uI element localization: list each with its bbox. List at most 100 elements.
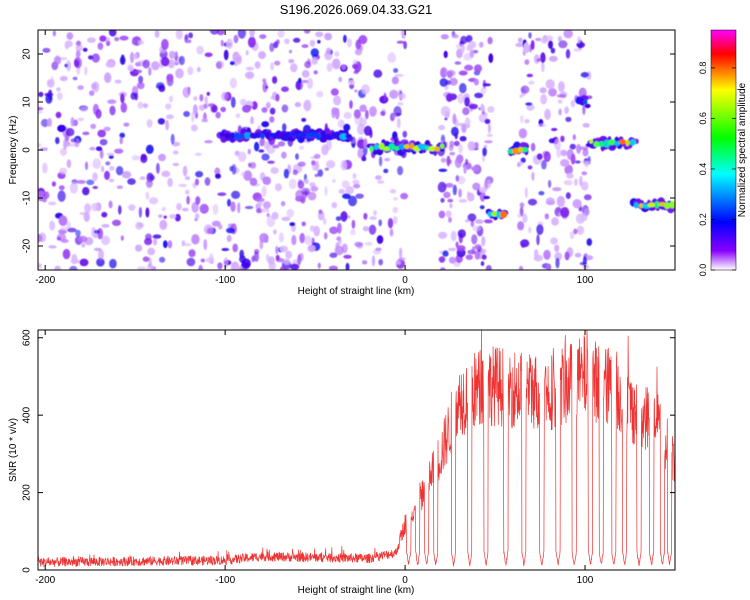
heatmap-noise-blob <box>230 261 240 270</box>
heatmap-noise-blob <box>186 39 192 44</box>
heatmap-noise-blob <box>289 49 292 54</box>
heatmap-noise-blob <box>317 39 321 44</box>
heatmap-band-core <box>230 132 235 140</box>
heatmap-noise-blob <box>157 118 165 125</box>
heatmap-x-label: Height of straight line (km) <box>298 286 415 297</box>
heatmap-noise-blob <box>96 258 105 267</box>
heatmap-noise-blob <box>188 249 196 258</box>
heatmap-noise-blob <box>70 116 75 127</box>
heatmap-noise-blob <box>152 234 162 239</box>
heatmap-noise-blob <box>249 30 255 38</box>
heatmap-band-core <box>614 141 621 146</box>
x-tick-label: 100 <box>577 575 594 586</box>
heatmap-noise-blob <box>323 217 327 225</box>
heatmap-noise-blob <box>481 236 486 247</box>
heatmap-noise-blob <box>149 174 155 181</box>
heatmap-noise-blob <box>378 259 384 266</box>
heatmap-noise-blob <box>364 242 373 246</box>
heatmap-noise-blob <box>352 173 357 179</box>
heatmap-noise-blob <box>70 138 77 143</box>
heatmap-noise-blob <box>146 119 153 128</box>
heatmap-noise-blob <box>452 184 457 196</box>
heatmap-noise-blob <box>482 248 487 254</box>
heatmap-noise-blob <box>402 130 408 138</box>
heatmap-noise-blob <box>183 243 192 247</box>
heatmap-noise-blob <box>99 139 108 146</box>
heatmap-noise-blob <box>351 219 356 229</box>
x-tick-label: 0 <box>402 575 408 586</box>
heatmap-noise-blob <box>311 160 316 166</box>
heatmap-noise-blob <box>71 253 78 265</box>
heatmap-noise-blob <box>325 160 336 169</box>
heatmap-noise-blob <box>66 159 72 169</box>
heatmap-noise-blob <box>133 53 139 60</box>
heatmap-band-core <box>598 141 605 147</box>
heatmap-noise-blob <box>275 183 282 192</box>
heatmap-noise-blob <box>363 125 372 136</box>
heatmap-noise-blob <box>206 227 214 234</box>
heatmap-noise-blob <box>97 42 104 50</box>
heatmap-noise-blob <box>343 123 351 132</box>
heatmap-noise-blob <box>329 252 338 258</box>
heatmap-noise-blob <box>331 107 340 115</box>
heatmap-noise-blob <box>135 244 143 252</box>
heatmap-noise-blob <box>467 141 476 151</box>
heatmap-noise-blob <box>284 38 290 45</box>
heatmap-noise-blob <box>230 96 236 108</box>
y-tick-label: 0 <box>22 147 33 153</box>
heatmap-band-core <box>264 131 271 139</box>
heatmap-noise-blob <box>89 90 95 96</box>
heatmap-noise-blob <box>165 103 172 110</box>
heatmap-noise-blob <box>324 186 328 196</box>
heatmap-noise-blob <box>104 72 112 83</box>
heatmap-noise-blob <box>536 58 542 62</box>
heatmap-noise-blob <box>551 217 559 226</box>
heatmap-noise-blob <box>129 51 135 64</box>
heatmap-band-core <box>308 132 318 137</box>
heatmap-noise-blob <box>466 192 475 202</box>
heatmap-noise-blob <box>106 152 115 156</box>
heatmap-noise-blob <box>307 244 316 253</box>
heatmap-noise-blob <box>198 264 203 270</box>
heatmap-noise-blob <box>186 257 196 267</box>
heatmap-noise-blob <box>92 186 99 189</box>
heatmap-noise-blob <box>217 192 227 196</box>
heatmap-noise-blob <box>45 93 53 104</box>
heatmap-noise-blob <box>326 62 333 72</box>
heatmap-noise-blob <box>472 225 481 232</box>
heatmap-noise-blob <box>440 157 447 163</box>
heatmap-noise-blob <box>253 251 259 262</box>
heatmap-noise-blob <box>215 111 221 119</box>
heatmap-noise-blob <box>297 254 302 266</box>
heatmap-band-core <box>654 201 660 209</box>
heatmap-noise-blob <box>558 81 565 93</box>
heatmap-noise-blob <box>304 178 309 184</box>
heatmap-noise-blob <box>355 193 364 199</box>
heatmap-noise-blob <box>353 183 361 189</box>
x-tick-label: -200 <box>35 275 55 286</box>
heatmap-noise-blob <box>550 237 558 245</box>
heatmap-noise-blob <box>229 61 235 66</box>
heatmap-band-core <box>325 133 332 139</box>
figure-title: S196.2026.069.04.33.G21 <box>280 2 433 17</box>
heatmap-noise-blob <box>250 116 254 125</box>
heatmap-noise-blob <box>317 262 321 269</box>
heatmap-noise-blob <box>314 173 319 178</box>
heatmap-noise-blob <box>251 101 258 110</box>
heatmap-noise-blob <box>286 208 295 218</box>
heatmap-noise-blob <box>358 35 368 45</box>
heatmap-noise-blob <box>326 139 332 151</box>
heatmap-noise-blob <box>458 199 467 203</box>
heatmap-noise-blob <box>331 58 341 70</box>
heatmap-noise-blob <box>453 140 460 147</box>
heatmap-noise-blob <box>487 36 493 45</box>
heatmap-noise-blob <box>565 49 571 59</box>
heatmap-noise-blob <box>114 37 120 42</box>
heatmap-noise-blob <box>279 245 288 253</box>
heatmap-noise-blob <box>249 162 257 169</box>
heatmap-noise-blob <box>262 81 268 93</box>
heatmap-noise-blob <box>147 247 156 256</box>
heatmap-noise-blob <box>289 222 296 227</box>
heatmap-noise-blob <box>349 83 355 90</box>
heatmap-noise-blob <box>362 226 369 232</box>
